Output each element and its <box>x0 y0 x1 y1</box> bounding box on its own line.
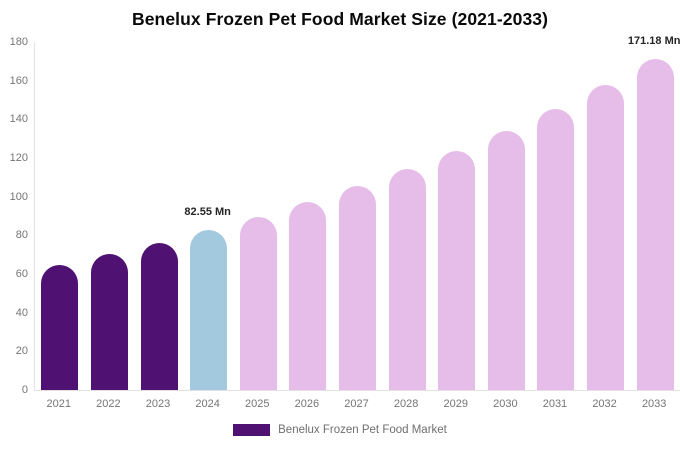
y-axis-tick-label: 60 <box>15 268 28 280</box>
chart-title: Benelux Frozen Pet Food Market Size (202… <box>131 9 549 29</box>
y-axis-tick-label: 80 <box>15 229 28 242</box>
x-axis-tick-label: 2024 <box>195 398 220 410</box>
x-axis-tick-label: 2022 <box>96 398 121 410</box>
y-axis-tick-label: 180 <box>9 36 28 48</box>
bar-2032 <box>587 84 625 390</box>
y-axis-tick-label: 0 <box>21 384 28 396</box>
x-axis-tick-label: 2028 <box>393 398 419 410</box>
bar-2025 <box>239 216 277 390</box>
bar-2021 <box>41 264 79 390</box>
bar-value-label: 171.18 Mn <box>627 35 680 48</box>
bar-2023 <box>140 242 178 390</box>
bar-2026 <box>289 202 327 390</box>
y-axis-tick-label: 40 <box>15 306 28 319</box>
x-axis-tick-label: 2033 <box>641 398 667 410</box>
y-axis-tick-label: 100 <box>9 190 28 203</box>
x-axis-tick-label: 2032 <box>592 398 617 410</box>
bar-2030 <box>487 130 525 390</box>
legend: Benelux Frozen Pet Food Market <box>0 424 680 436</box>
bar-2029 <box>438 150 476 390</box>
bar-2028 <box>388 169 426 390</box>
x-axis-tick-label: 2031 <box>542 398 568 410</box>
bar-value-label: 82.55 Mn <box>184 206 231 219</box>
x-axis-tick-label: 2029 <box>443 398 468 410</box>
x-axis-tick-label: 2021 <box>46 398 72 410</box>
x-axis-tick-label: 2030 <box>493 398 518 410</box>
y-axis-tick-label: 20 <box>15 345 28 358</box>
bar-2027 <box>339 186 376 390</box>
legend-swatch <box>233 424 271 436</box>
bar-2031 <box>537 108 575 390</box>
bar-2024 <box>190 230 228 390</box>
y-axis-tick-label: 120 <box>9 152 28 164</box>
bar-2033 <box>636 59 674 390</box>
x-axis-tick-label: 2027 <box>344 398 369 410</box>
y-axis-tick-label: 160 <box>9 74 28 87</box>
plot-area <box>34 42 680 391</box>
x-axis-tick-label: 2023 <box>145 398 171 410</box>
x-axis-tick-label: 2025 <box>245 398 270 410</box>
x-axis-tick-label: 2026 <box>294 398 320 410</box>
legend-label: Benelux Frozen Pet Food Market <box>278 424 447 436</box>
bar-2022 <box>90 254 128 390</box>
y-axis-tick-label: 140 <box>9 113 28 126</box>
